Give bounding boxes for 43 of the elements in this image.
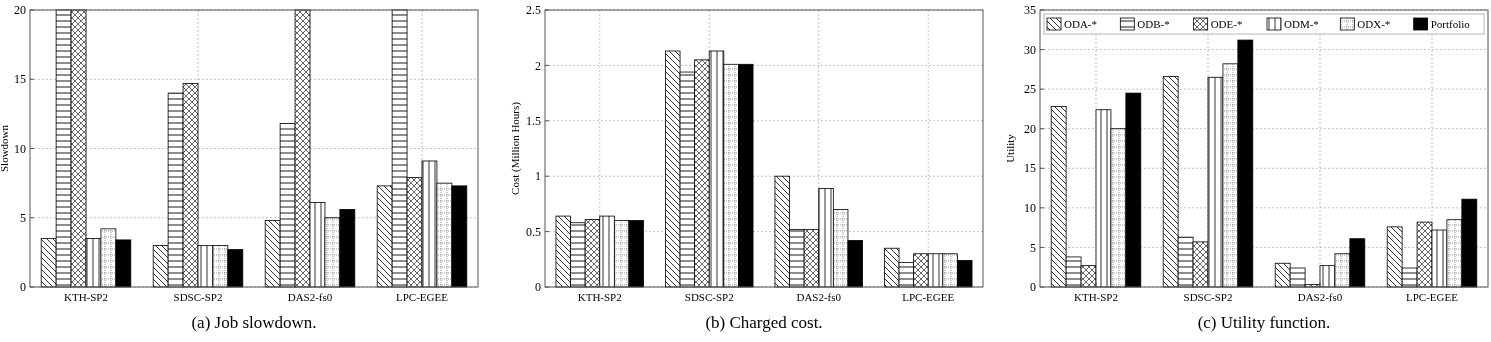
x-tick-label: SDSC-SP2: [684, 291, 734, 303]
legend-label: ODA-*: [1064, 18, 1097, 30]
x-tick-label: DAS2-fs0: [796, 291, 842, 303]
legend-label: ODX-*: [1357, 18, 1391, 30]
y-tick-label: 20: [1024, 121, 1036, 136]
x-tick-label: KTH-SP2: [63, 291, 109, 303]
x-tick-label: SDSC-SP2: [1183, 291, 1233, 303]
y-tick-label: 2.5: [526, 3, 541, 18]
x-tick-label: KTH-SP2: [577, 291, 622, 303]
text: (c) Utility function.: [1197, 313, 1331, 332]
y-tick-label: 35: [1024, 3, 1036, 18]
x-tick-label: SDSC-SP2: [173, 291, 223, 303]
x-tick-label: LPC-EGEE: [902, 291, 955, 303]
y-tick-label: 0: [1030, 280, 1036, 295]
y-axis-title: Slowdown: [0, 124, 10, 173]
y-tick-label: 15: [1024, 161, 1036, 176]
x-tick-label: DAS2-fs0: [287, 291, 333, 303]
text: (b) Charged cost.: [705, 313, 823, 332]
y-tick-label: 2: [535, 58, 541, 73]
x-tick-label: DAS2-fs0: [1297, 291, 1343, 303]
y-axis-title: Cost (Million Hours): [509, 101, 522, 195]
x-tick-label: LPC-EGEE: [396, 291, 449, 303]
y-tick-label: 0: [535, 280, 541, 295]
y-tick-label: 5: [20, 210, 26, 225]
y-tick-label: 1: [535, 169, 541, 184]
y-tick-label: 20: [14, 3, 26, 18]
y-tick-label: 10: [1024, 201, 1036, 216]
y-tick-label: 5: [1030, 240, 1036, 255]
legend-label: ODE-*: [1210, 18, 1243, 30]
y-tick-label: 15: [14, 72, 26, 87]
x-tick-label: KTH-SP2: [1073, 291, 1119, 303]
y-tick-label: 30: [1024, 42, 1036, 57]
y-tick-label: 10: [14, 141, 26, 156]
y-tick-label: 0: [20, 280, 26, 295]
y-tick-label: 0.5: [526, 224, 541, 239]
text: (a) Job slowdown.: [191, 313, 317, 332]
legend-label: ODM-*: [1284, 18, 1319, 30]
y-tick-label: 25: [1024, 82, 1036, 97]
y-axis-title: Utility: [1004, 133, 1016, 163]
y-tick-label: 1.5: [526, 114, 541, 128]
x-tick-label: LPC-EGEE: [1406, 291, 1459, 303]
legend-label: ODB-*: [1137, 18, 1170, 30]
legend-label: Portfolio: [1430, 18, 1471, 30]
